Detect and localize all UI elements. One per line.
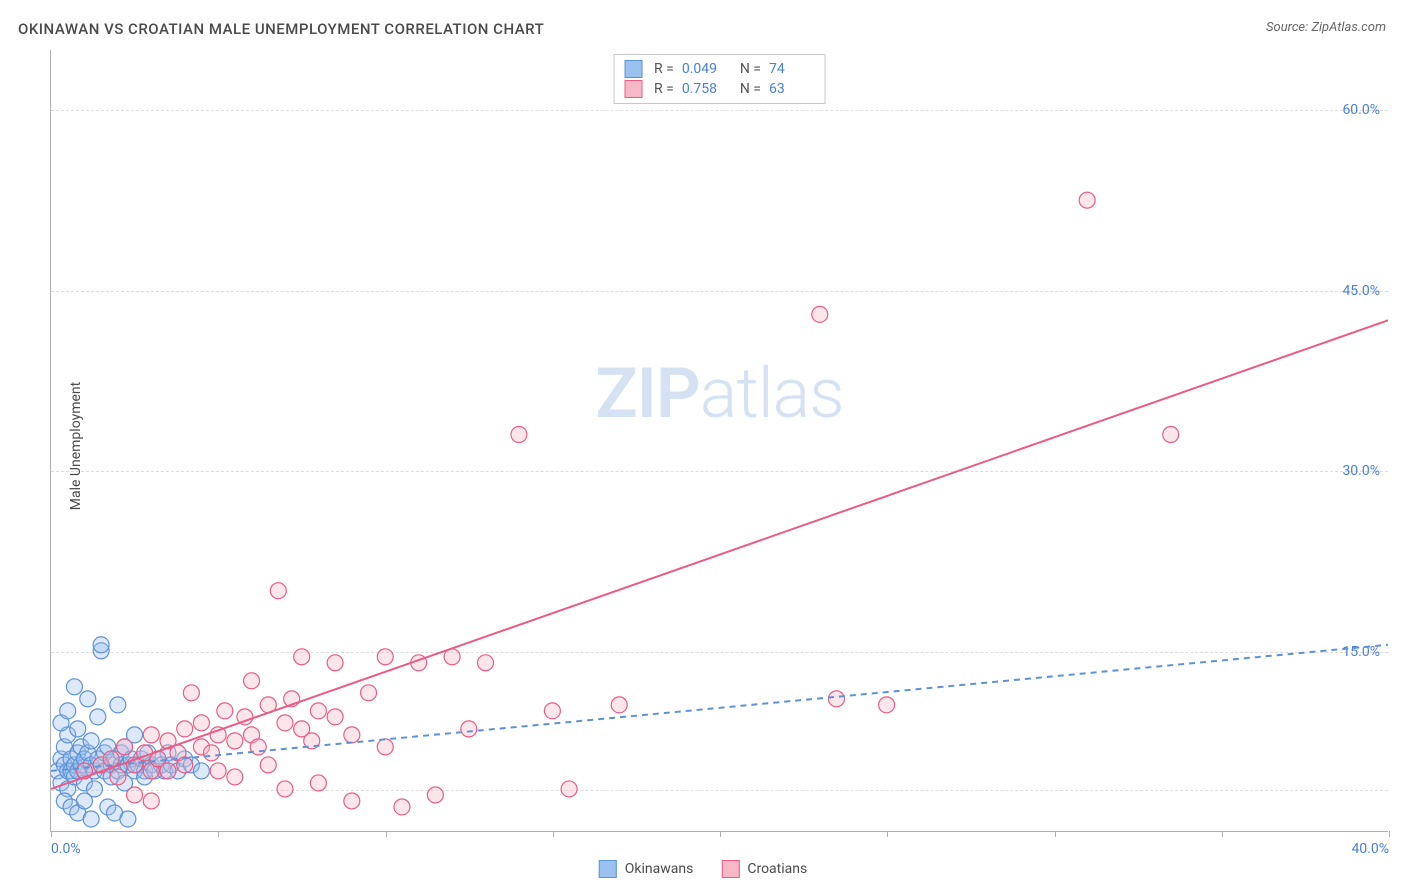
data-point [1163,427,1179,443]
x-tick [1055,831,1056,837]
x-tick [386,831,387,837]
source-name: ZipAtlas.com [1311,20,1386,35]
legend-swatch [599,860,617,878]
data-point [90,709,106,725]
data-point [344,727,360,743]
data-point [327,709,343,725]
data-point [227,769,243,785]
scatter-plot-area: ZIPatlas R = 0.049 N = 74 R = 0.758 N = … [50,50,1388,832]
series-label: Okinawans [625,861,694,877]
data-point [80,691,96,707]
data-point [561,781,577,797]
n-label: N = [740,61,761,77]
x-tick [1389,831,1390,837]
x-tick [887,831,888,837]
data-point [143,793,159,809]
x-tick [1222,831,1223,837]
data-point [110,769,126,785]
x-tick-label: 40.0% [1351,841,1389,857]
plot-svg [51,50,1388,831]
data-point [511,427,527,443]
data-point [83,733,99,749]
data-point [879,697,895,713]
chart-title: OKINAWAN VS CROATIAN MALE UNEMPLOYMENT C… [18,20,544,38]
data-point [160,763,176,779]
correlation-legend: R = 0.049 N = 74 R = 0.758 N = 63 [613,54,826,104]
data-point [117,739,133,755]
data-point [193,715,209,731]
data-point [327,655,343,671]
r-value: 0.049 [682,61,728,77]
data-point [70,721,86,737]
r-value: 0.758 [682,81,728,97]
data-point [611,697,627,713]
trend-line [51,645,1388,771]
source-attribution: Source: ZipAtlas.com [1266,20,1386,35]
data-point [361,685,377,701]
data-point [203,745,219,761]
data-point [127,787,143,803]
series-legend-item: Croatians [721,860,807,878]
legend-swatch [624,60,642,78]
data-point [60,703,76,719]
data-point [277,715,293,731]
data-point [427,787,443,803]
data-point [183,685,199,701]
data-point [277,781,293,797]
chart-container: OKINAWAN VS CROATIAN MALE UNEMPLOYMENT C… [0,0,1406,892]
data-point [260,757,276,773]
data-point [394,799,410,815]
data-point [294,649,310,665]
data-point [828,691,844,707]
data-point [377,739,393,755]
n-label: N = [740,81,761,97]
r-label: R = [654,81,674,97]
data-point [93,637,109,653]
data-point [461,721,477,737]
data-point [110,697,126,713]
data-point [120,811,136,827]
data-point [83,811,99,827]
data-point [544,703,560,719]
legend-swatch [721,860,739,878]
data-point [177,757,193,773]
data-point [812,306,828,322]
x-tick [553,831,554,837]
legend-swatch [624,80,642,98]
x-tick [720,831,721,837]
trend-line [51,320,1388,789]
series-label: Croatians [747,861,807,877]
n-value: 74 [769,61,815,77]
x-tick [218,831,219,837]
data-point [210,763,226,779]
n-value: 63 [769,81,815,97]
data-point [244,673,260,689]
data-point [227,733,243,749]
stat-legend-row: R = 0.758 N = 63 [624,79,815,99]
data-point [76,793,92,809]
data-point [344,793,360,809]
data-point [310,775,326,791]
data-point [177,721,193,737]
data-point [478,655,494,671]
data-point [1079,192,1095,208]
r-label: R = [654,61,674,77]
x-tick-label: 0.0% [51,841,81,857]
stat-legend-row: R = 0.049 N = 74 [624,59,815,79]
data-point [66,679,82,695]
data-point [217,703,233,719]
x-tick [51,831,52,837]
data-point [270,583,286,599]
data-point [193,763,209,779]
data-point [377,649,393,665]
data-point [310,703,326,719]
series-legend: Okinawans Croatians [599,860,807,878]
data-point [143,727,159,743]
series-legend-item: Okinawans [599,860,694,878]
source-prefix: Source: [1266,20,1311,35]
